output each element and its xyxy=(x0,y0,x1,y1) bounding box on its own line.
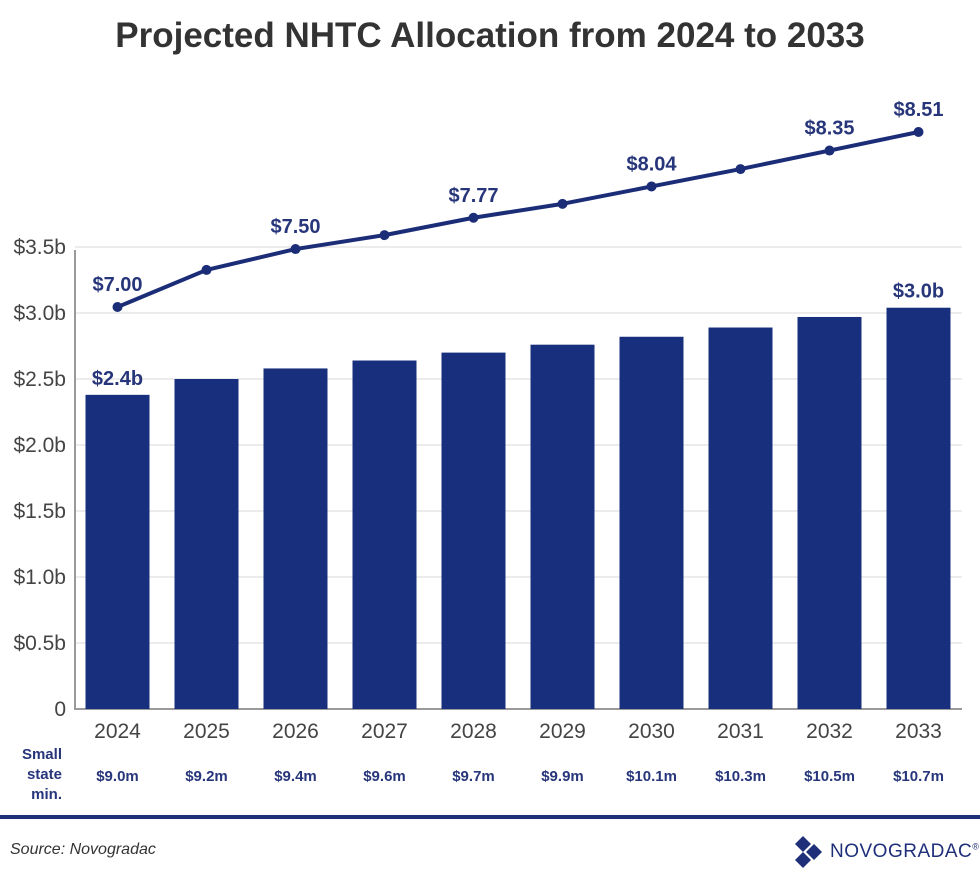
bar xyxy=(886,307,951,709)
brand-logo: NOVOGRADAC® xyxy=(794,834,979,870)
x-tick-label: 2029 xyxy=(539,720,586,743)
small-state-min-value: $10.5m xyxy=(804,768,855,785)
y-tick-label: $3.0b xyxy=(13,302,66,325)
line-data-label: $8.04 xyxy=(626,153,677,175)
x-tick-label: 2030 xyxy=(628,720,675,743)
small-state-min-value: $9.4m xyxy=(274,768,317,785)
footer-divider xyxy=(0,815,980,819)
line-data-label: $7.50 xyxy=(270,216,320,238)
x-tick-label: 2025 xyxy=(183,720,230,743)
bar xyxy=(85,394,150,709)
small-state-min-value: $9.7m xyxy=(452,768,495,785)
small-state-min-value: $10.1m xyxy=(626,768,677,785)
y-tick-label: $3.5b xyxy=(13,236,66,259)
line-series xyxy=(115,129,921,309)
x-tick-label: 2028 xyxy=(450,720,497,743)
bar xyxy=(530,344,595,709)
bar xyxy=(174,379,239,709)
line-point xyxy=(557,198,568,209)
small-state-min-value: $10.3m xyxy=(715,768,766,785)
x-tick-label: 2024 xyxy=(94,720,141,743)
x-tick-label: 2033 xyxy=(895,720,942,743)
small-state-min-label: state xyxy=(27,766,62,783)
line-data-label: $8.51 xyxy=(893,99,943,121)
line-point xyxy=(913,126,924,137)
bar xyxy=(263,368,328,709)
x-tick-label: 2032 xyxy=(806,720,853,743)
line-point xyxy=(824,145,835,156)
x-tick-label: 2031 xyxy=(717,720,764,743)
small-state-min-value: $9.0m xyxy=(96,768,139,785)
small-state-min-value: $9.2m xyxy=(185,768,228,785)
bar-data-label: $3.0b xyxy=(893,281,944,303)
novogradac-logo-icon xyxy=(795,836,822,868)
line-point xyxy=(468,212,479,223)
y-tick-label: $1.0b xyxy=(13,566,66,589)
small-state-min-value: $9.9m xyxy=(541,768,584,785)
x-tick-label: 2026 xyxy=(272,720,319,743)
bar-data-label: $2.4b xyxy=(92,368,143,390)
y-tick-label: 0 xyxy=(54,698,66,721)
y-tick-label: $1.5b xyxy=(13,500,66,523)
bar xyxy=(797,316,862,709)
small-state-min-value: $9.6m xyxy=(363,768,406,785)
small-state-min-label: min. xyxy=(31,786,62,803)
line-point xyxy=(290,244,301,255)
chart-area: 0 $0.5b $1.0b $1.5b $2.0b $2.5b $3.0b $3.5b $2.4… xyxy=(13,99,962,803)
bar xyxy=(708,327,773,709)
bar xyxy=(619,336,684,709)
line-point xyxy=(112,302,123,312)
line-data-label: $7.77 xyxy=(448,185,498,207)
small-state-min-label: Small xyxy=(22,746,62,763)
line-data-label: $7.00 xyxy=(92,274,142,296)
bar xyxy=(352,360,417,709)
line-point xyxy=(735,164,746,175)
small-state-min-value: $10.7m xyxy=(893,768,944,785)
x-tick-label: 2027 xyxy=(361,720,408,743)
y-tick-label: $2.0b xyxy=(13,434,66,457)
chart-title: Projected NHTC Allocation from 2024 to 2… xyxy=(115,16,865,55)
bar xyxy=(441,352,506,709)
y-tick-label: $2.5b xyxy=(13,368,66,391)
line-data-label: $8.35 xyxy=(804,118,854,140)
brand-name: NOVOGRADAC® xyxy=(830,841,980,862)
line-point xyxy=(379,230,390,241)
y-tick-label: $0.5b xyxy=(13,632,66,655)
source-note: Source: Novogradac xyxy=(10,841,156,858)
line-point xyxy=(646,181,657,192)
line-point xyxy=(201,264,212,275)
